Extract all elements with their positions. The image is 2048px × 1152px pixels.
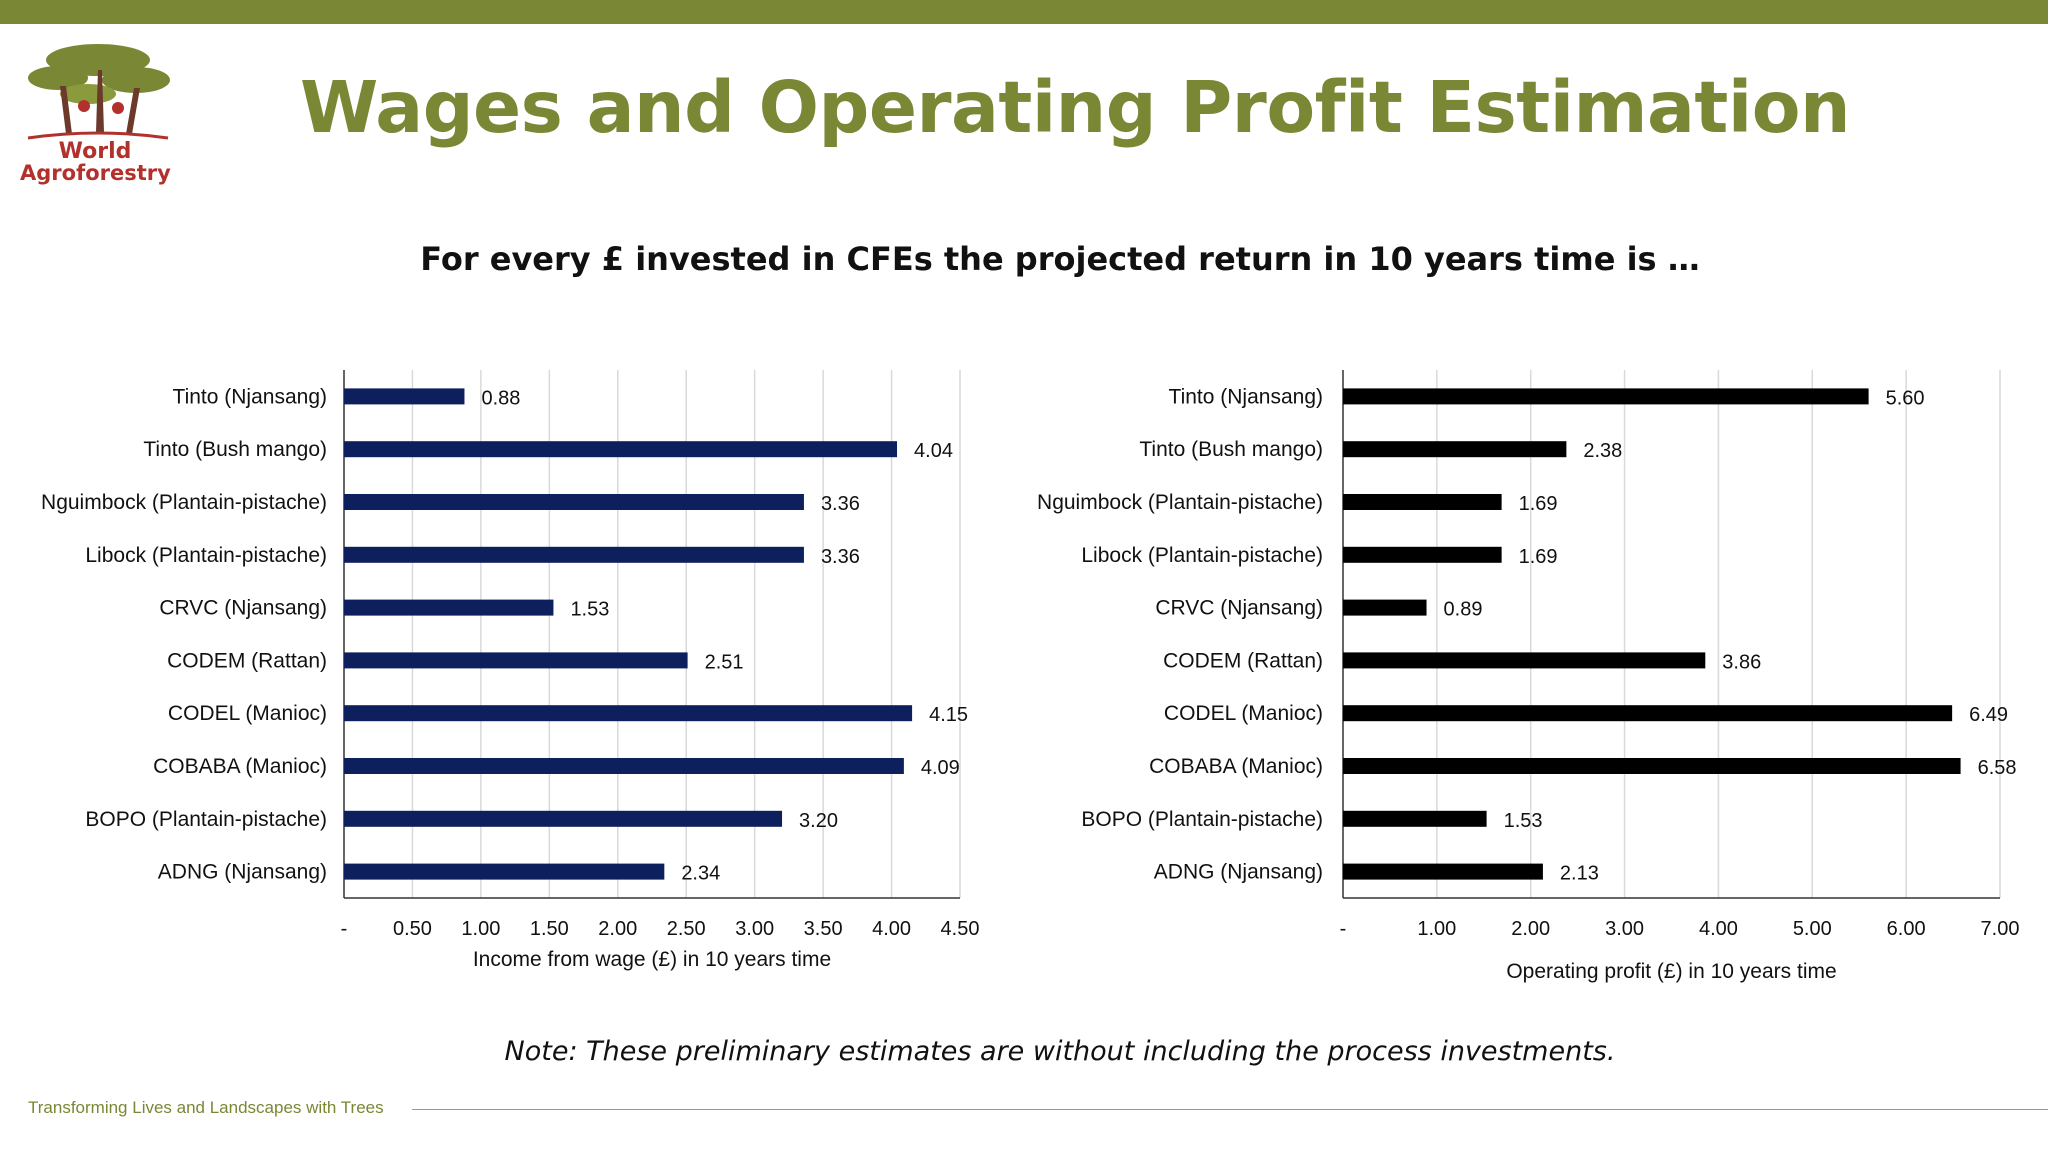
profit-tick-label: 6.00 <box>1887 918 1926 940</box>
wage-bar <box>344 494 804 510</box>
wage-value-label: 3.36 <box>821 493 860 515</box>
profit-category-label: Libock (Plantain-pistache) <box>1081 544 1323 567</box>
wage-bar <box>344 705 913 722</box>
wage-value-label: 2.34 <box>681 863 720 885</box>
wage-tick-label: 2.50 <box>667 918 706 940</box>
wage-bar <box>344 810 783 827</box>
wage-value-label: 3.36 <box>821 546 860 568</box>
profit-category-label: CODEM (Rattan) <box>1163 649 1323 672</box>
wage-category-label: Tinto (Bush mango) <box>143 438 327 461</box>
wage-value-label: 4.04 <box>914 440 953 462</box>
logo-text-world: World <box>58 139 132 164</box>
wage-bar <box>344 599 554 616</box>
wage-value-label: 4.09 <box>921 757 960 779</box>
wage-category-label: ADNG (Njansang) <box>158 861 327 884</box>
wage-value-label: 2.51 <box>705 651 744 673</box>
wage-bar <box>344 863 665 880</box>
logo-text-agroforestry: Agroforestry <box>20 161 171 185</box>
wage-value-label: 4.15 <box>929 704 968 726</box>
profit-tick-label: 5.00 <box>1793 918 1832 940</box>
wage-value-label: 0.88 <box>481 387 520 409</box>
wage-category-label: COBABA (Manioc) <box>153 755 327 778</box>
footer-tagline: Transforming Lives and Landscapes with T… <box>28 1098 384 1117</box>
slide-title: Wages and Operating Profit Estimation <box>300 66 1851 149</box>
profit-category-label: BOPO (Plantain-pistache) <box>1081 808 1323 831</box>
wage-category-label: BOPO (Plantain-pistache) <box>85 808 327 831</box>
profit-value-label: 1.69 <box>1519 493 1558 515</box>
profit-value-label: 0.89 <box>1444 599 1483 621</box>
profit-value-label: 3.86 <box>1722 651 1761 673</box>
slide-subtitle: For every £ invested in CFEs the project… <box>420 240 1700 278</box>
top-accent-bar <box>0 0 2048 24</box>
profit-value-label: 6.49 <box>1969 704 2008 726</box>
profit-tick-label: 2.00 <box>1511 918 1550 940</box>
profit-tick-label: 3.00 <box>1605 918 1644 940</box>
wage-axis-title: Income from wage (£) in 10 years time <box>473 948 831 971</box>
profit-bar <box>1343 494 1502 510</box>
wage-value-label: 1.53 <box>570 599 609 621</box>
wage-category-label: CRVC (Njansang) <box>159 597 327 620</box>
profit-bar <box>1343 599 1427 616</box>
profit-category-label: CRVC (Njansang) <box>1155 597 1323 620</box>
profit-tick-label: - <box>1340 918 1347 940</box>
wage-tick-label: 1.50 <box>530 918 569 940</box>
profit-bar <box>1343 758 1961 774</box>
profit-category-label: COBABA (Manioc) <box>1149 755 1323 778</box>
wage-tick-label: 1.00 <box>461 918 500 940</box>
profit-category-label: ADNG (Njansang) <box>1154 861 1323 884</box>
profit-value-label: 5.60 <box>1886 387 1925 409</box>
profit-bar <box>1343 863 1543 880</box>
profit-bar <box>1343 546 1502 563</box>
profit-tick-label: 4.00 <box>1699 918 1738 940</box>
profit-bar <box>1343 441 1567 458</box>
footnote: Note: These preliminary estimates are wi… <box>504 1036 1616 1067</box>
wage-tick-label: 0.50 <box>393 918 432 940</box>
wage-category-label: CODEM (Rattan) <box>167 649 327 672</box>
wage-chart: Tinto (Njansang) 0.88 Tinto (Bush mango) 4.… <box>41 370 979 971</box>
wage-tick-label: 4.50 <box>941 918 980 940</box>
profit-bar <box>1343 652 1706 669</box>
profit-bar <box>1343 810 1487 827</box>
wage-category-label: Nguimbock (Plantain-pistache) <box>41 491 327 514</box>
wage-category-label: Tinto (Njansang) <box>173 385 327 408</box>
wage-bar <box>344 546 804 563</box>
profit-value-label: 2.13 <box>1560 863 1599 885</box>
profit-bar <box>1343 705 1953 722</box>
wage-category-label: Libock (Plantain-pistache) <box>85 544 327 567</box>
profit-category-label: Nguimbock (Plantain-pistache) <box>1037 491 1323 514</box>
profit-value-label: 2.38 <box>1583 440 1622 462</box>
profit-axis-title: Operating profit (£) in 10 years time <box>1506 960 1836 983</box>
wage-tick-label: 3.50 <box>804 918 843 940</box>
profit-chart: Tinto (Njansang) 5.60 Tinto (Bush mango) 2.… <box>1037 370 2019 983</box>
profit-tick-label: 1.00 <box>1417 918 1456 940</box>
wage-bar <box>344 758 904 774</box>
profit-category-label: CODEL (Manioc) <box>1164 702 1323 725</box>
world-agroforestry-logo <box>27 44 170 140</box>
profit-value-label: 1.53 <box>1504 810 1543 832</box>
wage-bar <box>344 652 688 669</box>
wage-tick-label: 2.00 <box>598 918 637 940</box>
profit-bar <box>1343 388 1869 405</box>
profit-category-label: Tinto (Njansang) <box>1169 385 1323 408</box>
wage-bar <box>344 441 898 458</box>
profit-value-label: 1.69 <box>1519 546 1558 568</box>
wage-tick-label: - <box>341 918 348 940</box>
wage-category-label: CODEL (Manioc) <box>168 702 327 725</box>
profit-category-label: Tinto (Bush mango) <box>1139 438 1323 461</box>
footer-divider <box>412 1109 2048 1110</box>
profit-tick-label: 7.00 <box>1981 918 2020 940</box>
profit-value-label: 6.58 <box>1978 757 2017 779</box>
wage-bar <box>344 388 465 405</box>
wage-tick-label: 4.00 <box>872 918 911 940</box>
tree-logo-icon <box>27 44 170 140</box>
wage-tick-label: 3.00 <box>735 918 774 940</box>
wage-value-label: 3.20 <box>799 810 838 832</box>
